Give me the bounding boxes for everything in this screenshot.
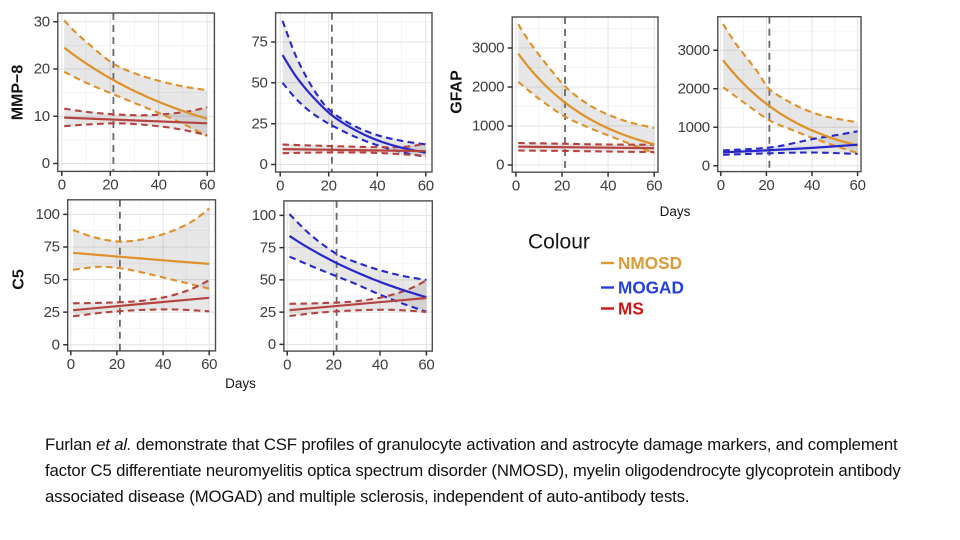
svg-text:60: 60 <box>646 178 662 195</box>
svg-text:C5: C5 <box>11 269 28 290</box>
svg-text:2000: 2000 <box>472 79 504 96</box>
svg-text:20: 20 <box>102 177 118 194</box>
svg-text:30: 30 <box>34 13 50 30</box>
svg-text:0: 0 <box>52 336 60 353</box>
svg-text:75: 75 <box>260 239 276 256</box>
svg-text:MOGAD: MOGAD <box>618 278 684 298</box>
svg-text:25: 25 <box>252 115 268 132</box>
svg-text:Days: Days <box>660 204 691 219</box>
svg-text:1000: 1000 <box>678 119 710 136</box>
svg-text:Days: Days <box>225 376 256 391</box>
svg-text:20: 20 <box>554 178 570 195</box>
svg-text:NMOSD: NMOSD <box>618 253 682 273</box>
svg-text:0: 0 <box>496 157 504 174</box>
svg-text:MS: MS <box>618 299 644 319</box>
svg-text:40: 40 <box>155 356 171 373</box>
svg-text:40: 40 <box>372 356 388 373</box>
svg-text:75: 75 <box>44 239 60 256</box>
svg-text:40: 40 <box>151 177 167 194</box>
svg-text:20: 20 <box>34 61 50 78</box>
svg-text:100: 100 <box>252 207 276 224</box>
svg-text:0: 0 <box>717 177 725 194</box>
svg-text:0: 0 <box>58 177 66 194</box>
svg-text:0: 0 <box>702 158 710 175</box>
svg-text:60: 60 <box>201 356 217 373</box>
svg-text:0: 0 <box>67 356 75 373</box>
svg-text:Colour: Colour <box>528 231 590 254</box>
svg-text:60: 60 <box>850 177 866 194</box>
svg-text:20: 20 <box>758 177 774 194</box>
svg-text:3000: 3000 <box>472 40 504 57</box>
svg-text:50: 50 <box>44 271 60 288</box>
svg-text:25: 25 <box>44 304 60 321</box>
svg-text:20: 20 <box>321 177 337 194</box>
svg-text:50: 50 <box>260 272 276 289</box>
svg-text:2000: 2000 <box>678 81 710 98</box>
svg-text:25: 25 <box>260 304 276 321</box>
svg-text:60: 60 <box>418 356 434 373</box>
svg-text:50: 50 <box>252 75 268 92</box>
svg-text:100: 100 <box>36 206 60 223</box>
svg-text:10: 10 <box>34 108 50 125</box>
svg-text:MMP−8: MMP−8 <box>10 65 27 121</box>
svg-text:3000: 3000 <box>678 42 710 59</box>
svg-text:0: 0 <box>268 336 276 353</box>
svg-text:0: 0 <box>283 356 291 373</box>
svg-text:60: 60 <box>199 177 215 194</box>
svg-text:20: 20 <box>326 356 342 373</box>
svg-text:40: 40 <box>369 177 385 194</box>
svg-text:0: 0 <box>260 156 268 173</box>
svg-text:60: 60 <box>418 177 434 194</box>
svg-text:20: 20 <box>109 356 125 373</box>
svg-text:0: 0 <box>512 178 520 195</box>
svg-text:75: 75 <box>252 34 268 51</box>
svg-text:0: 0 <box>276 177 284 194</box>
svg-text:40: 40 <box>804 177 820 194</box>
svg-text:40: 40 <box>600 178 616 195</box>
svg-text:GFAP: GFAP <box>449 70 466 114</box>
svg-text:0: 0 <box>42 155 50 172</box>
svg-text:1000: 1000 <box>472 118 504 135</box>
